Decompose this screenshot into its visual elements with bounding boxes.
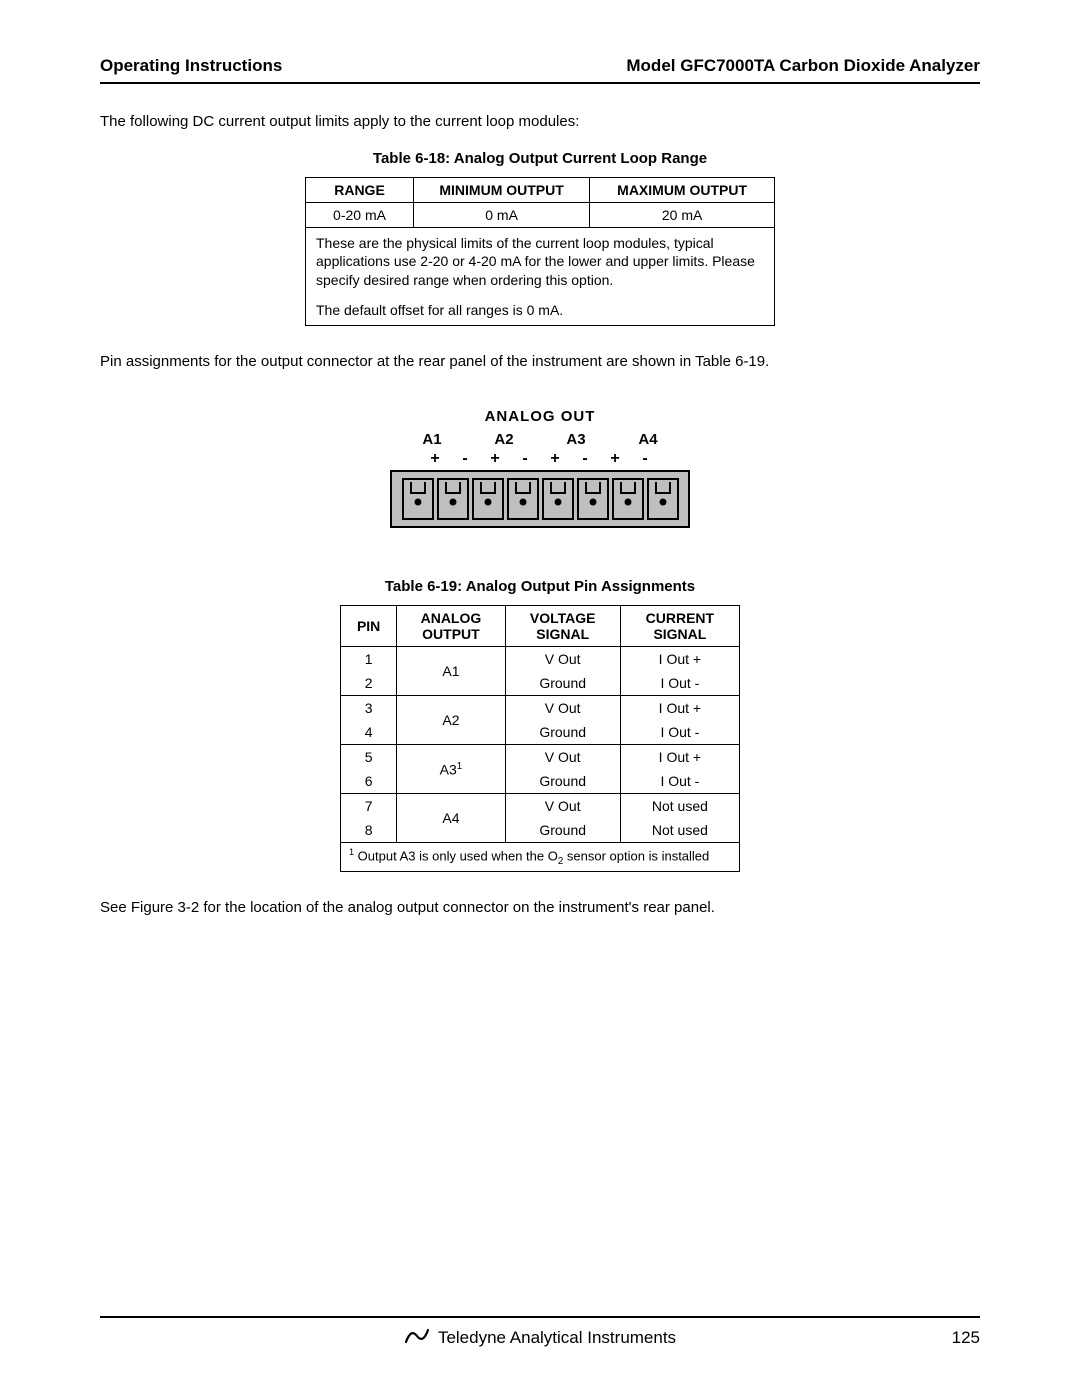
closing-paragraph: See Figure 3-2 for the location of the a… — [100, 898, 980, 918]
t2-col-analog: ANALOGOUTPUT — [397, 606, 505, 647]
connector-pin — [472, 478, 504, 520]
current-cell: I Out - — [620, 671, 739, 696]
voltage-cell: V Out — [505, 794, 620, 819]
pin-cell: 2 — [341, 671, 397, 696]
t1-col-range: RANGE — [306, 178, 414, 203]
analog-output-cell: A2 — [397, 696, 505, 745]
pin-cell: 6 — [341, 769, 397, 794]
connector-housing — [390, 470, 690, 528]
t2-footnote: 1 Output A3 is only used when the O2 sen… — [341, 843, 740, 872]
page-footer: Teledyne Analytical Instruments 125 — [100, 1316, 980, 1349]
sign: + — [604, 450, 626, 468]
t1-min-value: 0 mA — [414, 203, 590, 228]
sign: - — [574, 450, 596, 468]
current-cell: I Out + — [620, 696, 739, 721]
current-cell: I Out - — [620, 720, 739, 745]
table-pin-assignments: PIN ANALOGOUTPUT VOLTAGESIGNAL CURRENTSI… — [340, 605, 740, 872]
analog-output-cell: A31 — [397, 745, 505, 794]
current-cell: Not used — [620, 818, 739, 843]
t1-note-1: These are the physical limits of the cur… — [306, 228, 775, 295]
voltage-cell: V Out — [505, 696, 620, 721]
channel-a4: A4 — [633, 431, 663, 448]
t1-max-value: 20 mA — [590, 203, 775, 228]
voltage-cell: Ground — [505, 769, 620, 794]
t2-col-current: CURRENTSIGNAL — [620, 606, 739, 647]
table-row: 5A31V OutI Out + — [341, 745, 740, 770]
voltage-cell: Ground — [505, 720, 620, 745]
current-cell: Not used — [620, 794, 739, 819]
table-2-caption: Table 6-19: Analog Output Pin Assignment… — [100, 578, 980, 595]
connector-pin — [507, 478, 539, 520]
connector-polarity-row: + - + - + - + - — [100, 450, 980, 468]
sign: - — [454, 450, 476, 468]
channel-a1: A1 — [417, 431, 447, 448]
page-header: Operating Instructions Model GFC7000TA C… — [100, 56, 980, 84]
footer-company: Teledyne Analytical Instruments — [438, 1328, 676, 1348]
header-right: Model GFC7000TA Carbon Dioxide Analyzer — [626, 56, 980, 76]
analog-output-cell: A1 — [397, 647, 505, 696]
connector-pin — [542, 478, 574, 520]
sign: - — [514, 450, 536, 468]
connector-pin — [437, 478, 469, 520]
sign: + — [484, 450, 506, 468]
connector-pin — [402, 478, 434, 520]
sign: - — [634, 450, 656, 468]
connector-pin — [647, 478, 679, 520]
analog-output-cell: A4 — [397, 794, 505, 843]
sign: + — [544, 450, 566, 468]
t2-col-pin: PIN — [341, 606, 397, 647]
voltage-cell: V Out — [505, 647, 620, 672]
current-cell: I Out - — [620, 769, 739, 794]
voltage-cell: V Out — [505, 745, 620, 770]
connector-diagram: ANALOG OUT A1 A2 A3 A4 + - + - + - + - — [100, 408, 980, 528]
pin-assignment-paragraph: Pin assignments for the output connector… — [100, 352, 980, 372]
connector-pin — [577, 478, 609, 520]
connector-pin — [612, 478, 644, 520]
voltage-cell: Ground — [505, 818, 620, 843]
pin-cell: 3 — [341, 696, 397, 721]
t1-range-value: 0-20 mA — [306, 203, 414, 228]
table-row: 1A1V OutI Out + — [341, 647, 740, 672]
t1-col-max: MAXIMUM OUTPUT — [590, 178, 775, 203]
header-left: Operating Instructions — [100, 56, 282, 76]
pin-cell: 1 — [341, 647, 397, 672]
current-cell: I Out + — [620, 647, 739, 672]
connector-title: ANALOG OUT — [100, 408, 980, 425]
pin-cell: 7 — [341, 794, 397, 819]
pin-cell: 4 — [341, 720, 397, 745]
table-row: 3A2V OutI Out + — [341, 696, 740, 721]
table-1-caption: Table 6-18: Analog Output Current Loop R… — [100, 150, 980, 167]
channel-a2: A2 — [489, 431, 519, 448]
t2-col-voltage: VOLTAGESIGNAL — [505, 606, 620, 647]
table-row: 7A4V OutNot used — [341, 794, 740, 819]
pin-cell: 8 — [341, 818, 397, 843]
intro-paragraph: The following DC current output limits a… — [100, 112, 980, 132]
table-current-loop-range: RANGE MINIMUM OUTPUT MAXIMUM OUTPUT 0-20… — [305, 177, 775, 326]
t1-col-min: MINIMUM OUTPUT — [414, 178, 590, 203]
current-cell: I Out + — [620, 745, 739, 770]
voltage-cell: Ground — [505, 671, 620, 696]
channel-a3: A3 — [561, 431, 591, 448]
pin-cell: 5 — [341, 745, 397, 770]
t1-note-2: The default offset for all ranges is 0 m… — [306, 295, 775, 326]
sign: + — [424, 450, 446, 468]
teledyne-logo-icon — [404, 1326, 430, 1349]
connector-channel-labels: A1 A2 A3 A4 — [100, 431, 980, 448]
page-number: 125 — [952, 1328, 980, 1348]
